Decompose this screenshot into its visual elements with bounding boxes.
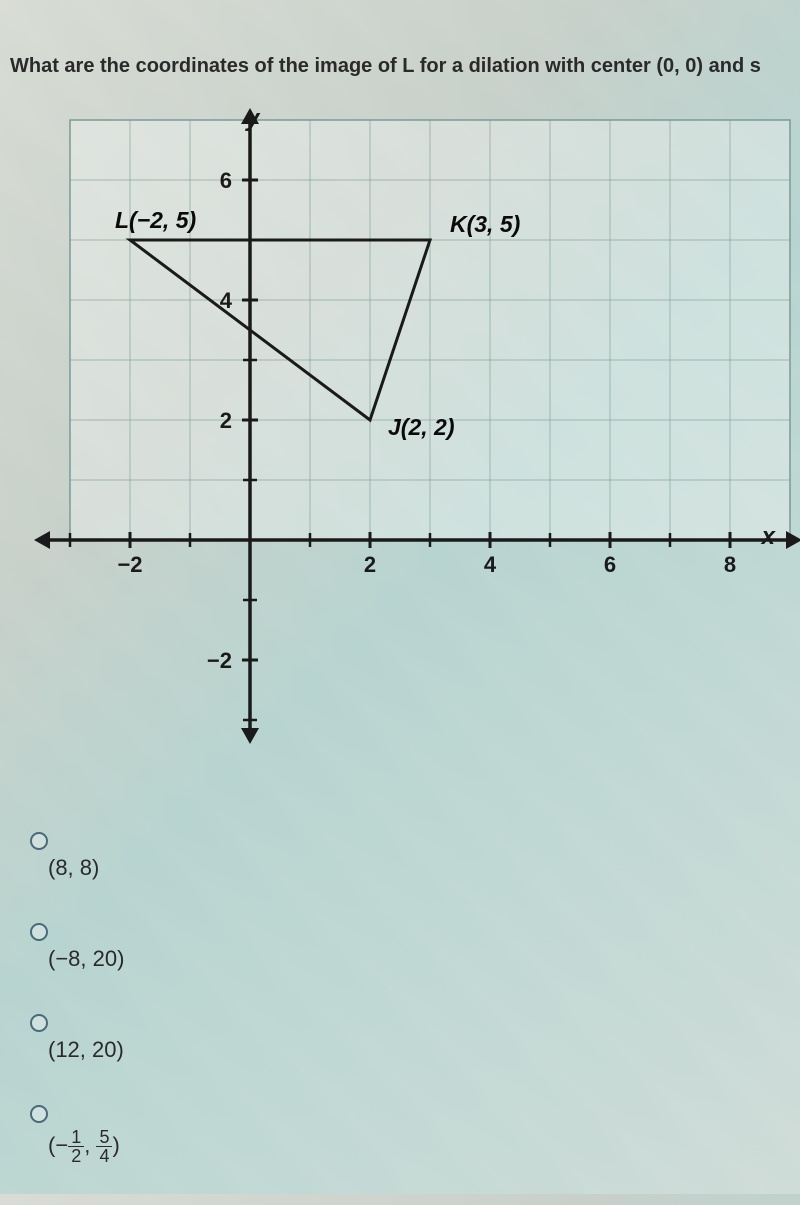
answer-option-b[interactable]: (−8, 20) <box>30 921 124 972</box>
answer-text: (12, 20) <box>48 1037 124 1063</box>
question-text: What are the coordinates of the image of… <box>10 55 800 78</box>
radio-icon <box>30 1105 48 1123</box>
radio-icon <box>30 832 48 850</box>
svg-text:8: 8 <box>724 552 736 577</box>
svg-text:4: 4 <box>484 552 497 577</box>
svg-text:6: 6 <box>604 552 616 577</box>
answer-option-a[interactable]: (8, 8) <box>30 830 124 881</box>
answer-list: (8, 8) (−8, 20) (12, 20) (−12, 54) <box>30 830 124 1205</box>
radio-icon <box>30 923 48 941</box>
x-axis-label: x <box>762 523 775 551</box>
svg-text:−2: −2 <box>207 648 232 673</box>
svg-text:6: 6 <box>220 168 232 193</box>
answer-option-c[interactable]: (12, 20) <box>30 1012 124 1063</box>
svg-text:−2: −2 <box>117 552 142 577</box>
answer-fraction: (−12, 54) <box>48 1128 120 1165</box>
answer-text: (−8, 20) <box>48 946 124 972</box>
answer-text: (8, 8) <box>48 855 99 881</box>
answer-option-d[interactable]: (−12, 54) <box>30 1103 124 1165</box>
svg-text:K(3, 5): K(3, 5) <box>450 211 520 237</box>
radio-icon <box>30 1014 48 1032</box>
y-axis-label: y <box>246 105 259 133</box>
svg-text:2: 2 <box>364 552 376 577</box>
svg-text:L(−2, 5): L(−2, 5) <box>115 207 196 233</box>
svg-text:2: 2 <box>220 408 232 433</box>
coordinate-graph: −22468−2246L(−2, 5)K(3, 5)J(2, 2) y x <box>20 130 760 710</box>
svg-text:J(2, 2): J(2, 2) <box>388 414 454 440</box>
